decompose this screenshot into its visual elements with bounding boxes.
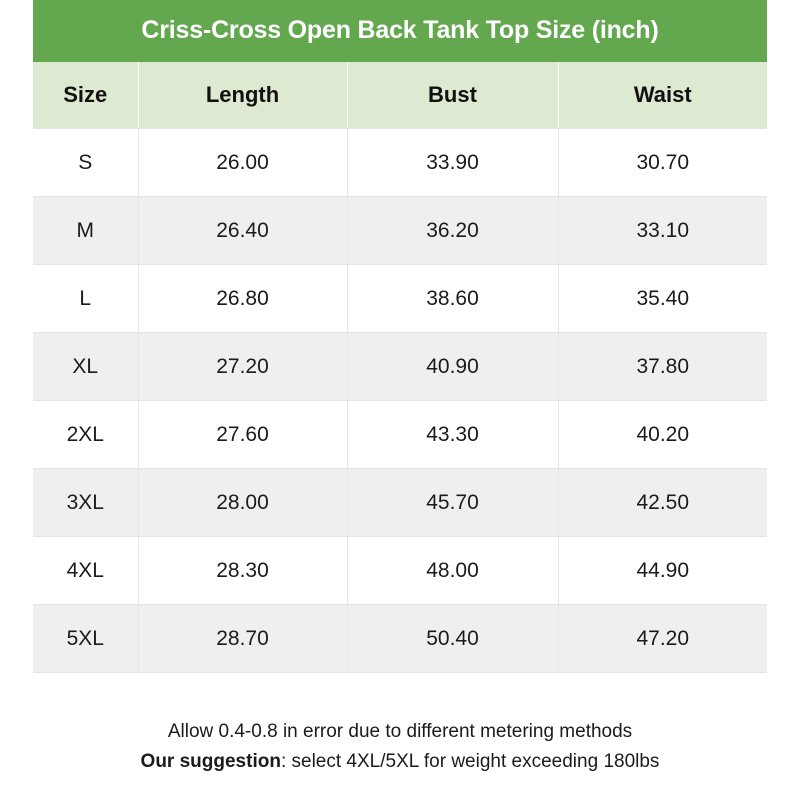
size-chart-table: Criss-Cross Open Back Tank Top Size (inc…	[33, 0, 767, 777]
cell-waist: 44.90	[558, 536, 767, 605]
cell-waist: 30.70	[558, 128, 767, 197]
cell-length: 28.30	[138, 536, 348, 605]
column-header-bust: Bust	[347, 62, 559, 129]
page-title: Criss-Cross Open Back Tank Top Size (inc…	[33, 0, 767, 62]
cell-bust: 36.20	[347, 196, 559, 265]
cell-size: L	[33, 264, 139, 333]
cell-waist: 40.20	[558, 400, 767, 469]
cell-bust: 50.40	[347, 604, 559, 673]
note-suggestion-text: : select 4XL/5XL for weight exceeding 18…	[280, 751, 660, 772]
cell-waist: 37.80	[558, 332, 767, 401]
cell-length: 26.80	[138, 264, 348, 333]
cell-size: 3XL	[33, 468, 139, 537]
table-row: S 26.00 33.90 30.70	[33, 128, 767, 197]
cell-size: S	[33, 128, 139, 197]
note-line-suggestion: Our suggestion: select 4XL/5XL for weigh…	[43, 747, 757, 777]
cell-waist: 47.20	[558, 604, 767, 673]
cell-waist: 33.10	[558, 196, 767, 265]
size-chart-body: S 26.00 33.90 30.70 M 26.40 36.20 33.10 …	[33, 128, 767, 777]
cell-size: M	[33, 196, 139, 265]
cell-length: 28.70	[138, 604, 348, 673]
cell-waist: 42.50	[558, 468, 767, 537]
table-row: L 26.80 38.60 35.40	[33, 264, 767, 333]
column-header-length: Length	[138, 62, 348, 129]
cell-bust: 38.60	[347, 264, 559, 333]
table-row: 5XL 28.70 50.40 47.20	[33, 604, 767, 673]
note-line-tolerance: Allow 0.4-0.8 in error due to different …	[167, 721, 633, 742]
cell-waist: 35.40	[558, 264, 767, 333]
cell-length: 28.00	[138, 468, 348, 537]
table-row: 4XL 28.30 48.00 44.90	[33, 536, 767, 605]
column-header-waist: Waist	[558, 62, 767, 129]
footer-notes-row: Allow 0.4-0.8 in error due to different …	[33, 672, 767, 777]
table-row: XL 27.20 40.90 37.80	[33, 332, 767, 401]
cell-length: 27.20	[138, 332, 348, 401]
cell-bust: 33.90	[347, 128, 559, 197]
cell-bust: 43.30	[347, 400, 559, 469]
column-header-size: Size	[33, 62, 139, 129]
cell-size: 5XL	[33, 604, 139, 673]
table-row: 3XL 28.00 45.70 42.50	[33, 468, 767, 537]
cell-bust: 40.90	[347, 332, 559, 401]
cell-size: XL	[33, 332, 139, 401]
cell-size: 4XL	[33, 536, 139, 605]
table-row: M 26.40 36.20 33.10	[33, 196, 767, 265]
note-suggestion-label: Our suggestion	[140, 751, 281, 772]
cell-bust: 45.70	[347, 468, 559, 537]
table-title-row: Criss-Cross Open Back Tank Top Size (inc…	[33, 0, 767, 62]
footer-notes: Allow 0.4-0.8 in error due to different …	[33, 672, 767, 777]
table-row: 2XL 27.60 43.30 40.20	[33, 400, 767, 469]
cell-length: 27.60	[138, 400, 348, 469]
cell-length: 26.00	[138, 128, 348, 197]
cell-size: 2XL	[33, 400, 139, 469]
cell-length: 26.40	[138, 196, 348, 265]
column-header-row: Size Length Bust Waist	[33, 62, 767, 129]
cell-bust: 48.00	[347, 536, 559, 605]
